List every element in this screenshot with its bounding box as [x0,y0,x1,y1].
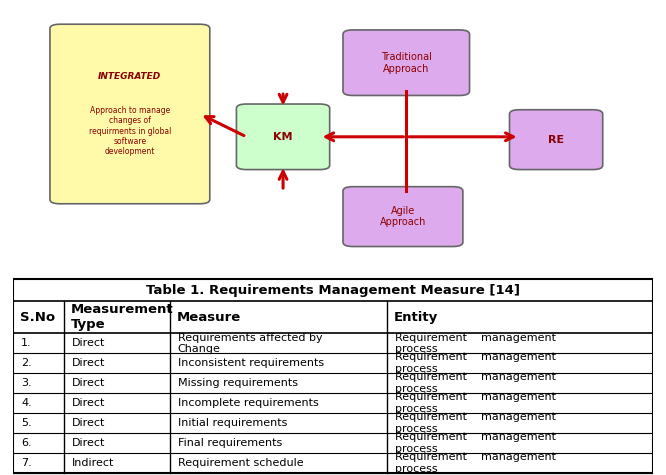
Text: Requirement    management
process: Requirement management process [395,372,556,394]
Text: 7.: 7. [21,458,32,468]
Text: Direct: Direct [72,418,105,428]
Text: Measurement
Type: Measurement Type [71,304,173,332]
Text: Final requirements: Final requirements [178,438,282,448]
Text: Requirement schedule: Requirement schedule [178,458,303,468]
Text: Requirement    management
process: Requirement management process [395,452,556,474]
FancyBboxPatch shape [236,104,330,170]
FancyBboxPatch shape [343,187,463,247]
Text: 2.: 2. [21,358,32,368]
FancyBboxPatch shape [509,110,603,170]
Text: Direct: Direct [72,338,105,348]
Text: S.No: S.No [20,311,55,324]
Text: Table 1. Requirements Management Measure [14]: Table 1. Requirements Management Measure… [146,284,520,297]
FancyBboxPatch shape [343,30,470,95]
Text: Indirect: Indirect [72,458,115,468]
Text: KM: KM [273,132,293,142]
Text: RE: RE [548,134,564,145]
Text: Entity: Entity [394,311,438,324]
Text: Requirement    management
process: Requirement management process [395,432,556,454]
Text: Approach to manage
changes of
requirments in global
software
development: Approach to manage changes of requirment… [89,106,171,156]
Text: Measure: Measure [176,311,240,324]
Text: Direct: Direct [72,438,105,448]
Text: Missing requirements: Missing requirements [178,378,298,388]
Text: 1.: 1. [21,338,31,348]
Text: Direct: Direct [72,398,105,408]
Text: Requirement    management
process: Requirement management process [395,352,556,374]
Text: Initial requirements: Initial requirements [178,418,287,428]
Text: Traditional
Approach: Traditional Approach [381,52,432,74]
Text: Requirement    management
process: Requirement management process [395,412,556,434]
Text: INTEGRATED: INTEGRATED [99,72,161,81]
Text: Agile
Approach: Agile Approach [380,206,426,228]
Text: 5.: 5. [21,418,31,428]
Text: 4.: 4. [21,398,32,408]
Text: 3.: 3. [21,378,31,388]
Text: Inconsistent requirements: Inconsistent requirements [178,358,324,368]
Text: Direct: Direct [72,358,105,368]
Text: Requirements affected by
Change: Requirements affected by Change [178,332,322,354]
Text: Direct: Direct [72,378,105,388]
Text: Requirement    management
process: Requirement management process [395,392,556,414]
Text: 6.: 6. [21,438,31,448]
Text: Incomplete requirements: Incomplete requirements [178,398,318,408]
FancyBboxPatch shape [50,24,210,204]
Text: Requirement    management
process: Requirement management process [395,332,556,354]
